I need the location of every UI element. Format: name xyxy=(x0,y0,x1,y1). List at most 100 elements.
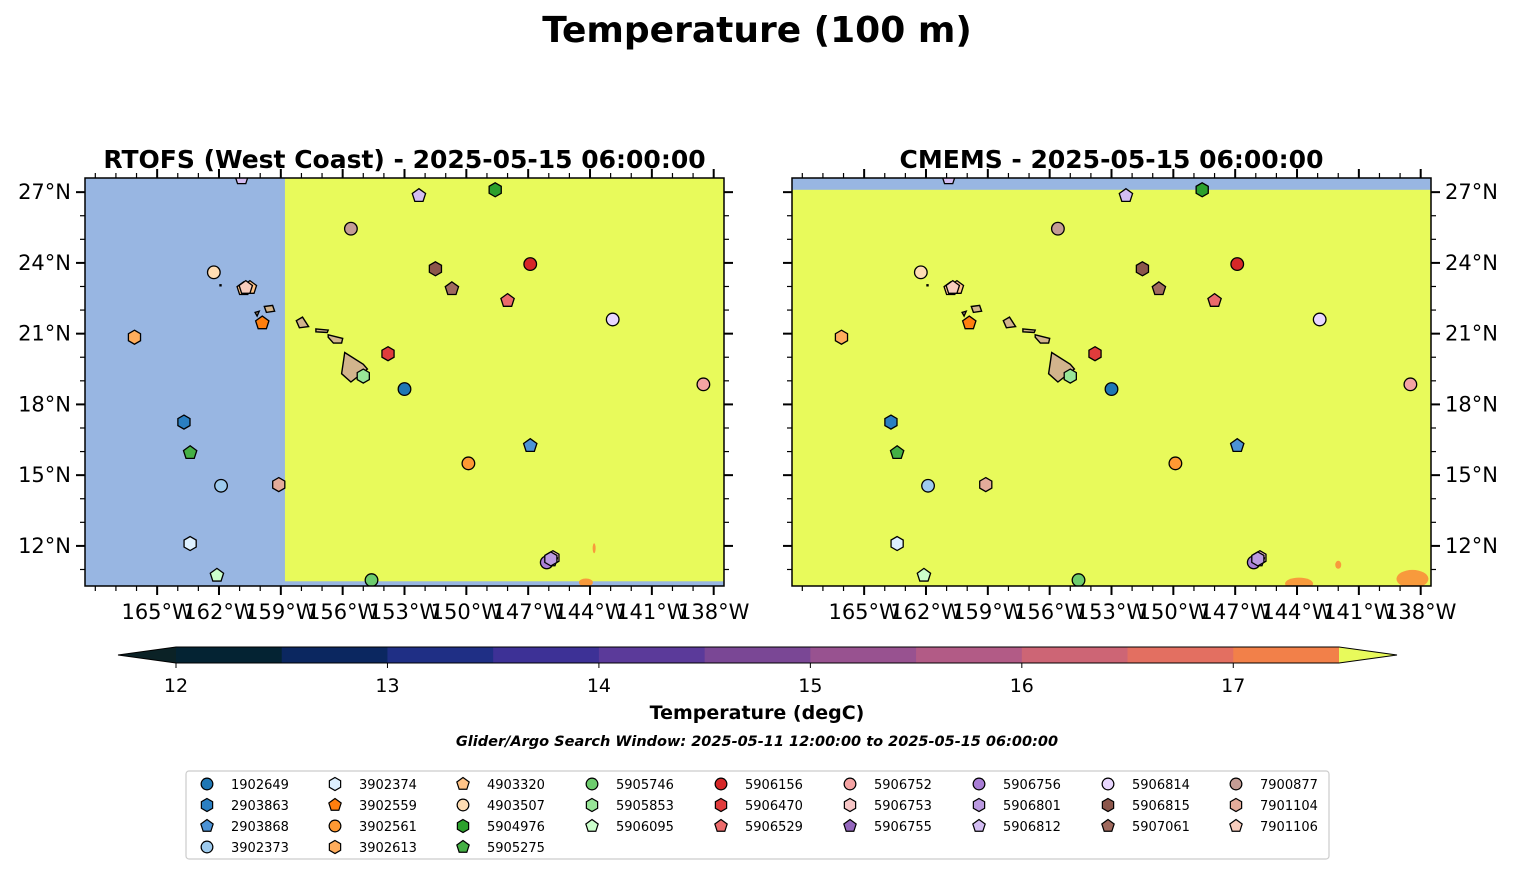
float-marker-1902649 xyxy=(1104,382,1119,397)
warm-patch xyxy=(1285,577,1314,586)
legend-marker-5906815 xyxy=(1101,797,1115,813)
colorbar-segment xyxy=(1021,647,1129,663)
float-marker-5906814 xyxy=(605,312,620,327)
float-marker-5906815 xyxy=(1135,261,1150,277)
legend-label: 5904976 xyxy=(487,820,545,835)
colorbar-segment xyxy=(387,647,494,663)
legend-entry: 5905746 xyxy=(585,777,674,793)
legend-label: 3902613 xyxy=(359,841,417,856)
rtofs-map-panel: RTOFS (West Coast) - 2025-05-15 06:00:00… xyxy=(18,145,750,624)
island-maui xyxy=(327,333,344,344)
legend-entry: 1902649 xyxy=(200,777,289,793)
float-marker-5905746 xyxy=(364,573,379,586)
legend-marker-5904976 xyxy=(456,818,470,834)
x-tick-label: 147°W xyxy=(492,600,564,624)
colorbar-tick-label: 14 xyxy=(587,675,611,697)
colorbar-segment xyxy=(1233,647,1340,663)
float-marker-5906814 xyxy=(1312,312,1327,327)
legend-marker-3902374 xyxy=(328,776,342,792)
y-tick-label: 21°N xyxy=(18,322,71,346)
float-marker-5905853 xyxy=(1063,368,1077,384)
island-oahu xyxy=(295,316,310,329)
x-tick-label: 141°W xyxy=(1323,600,1395,624)
legend-marker-5906470 xyxy=(714,797,728,813)
legend-entry: 5906095 xyxy=(585,818,674,835)
float-marker-5906529 xyxy=(1207,292,1222,307)
legend-marker-5906095 xyxy=(585,818,599,832)
float-marker-3902559 xyxy=(254,315,270,330)
float-marker-5906752 xyxy=(696,377,711,392)
legend-entry: 4903320 xyxy=(456,776,545,793)
colorbar-outline xyxy=(117,646,1398,664)
legend-entry: 5906812 xyxy=(972,818,1061,835)
float-marker-3902374 xyxy=(890,535,904,552)
float-marker-3902373 xyxy=(921,478,935,493)
float-marker-2903863 xyxy=(884,414,898,430)
y-tick-label: 15°N xyxy=(18,463,71,487)
legend-entry: 2903863 xyxy=(200,797,289,814)
legend-marker-3902373 xyxy=(200,840,214,854)
legend-marker-2903868 xyxy=(200,818,214,832)
colorbar-tick-label: 12 xyxy=(164,675,188,697)
legend-marker-7901106 xyxy=(1229,818,1243,832)
colorbar-tick-label: 16 xyxy=(1010,675,1034,697)
island-oahu xyxy=(1002,316,1017,329)
legend-entry: 5906470 xyxy=(714,797,803,814)
colorbar-segment xyxy=(1127,647,1234,663)
y-tick-label: 18°N xyxy=(1445,392,1498,416)
y-tick-label: 27°N xyxy=(18,180,71,204)
legend-label: 5906529 xyxy=(745,820,803,835)
legend-entry: 5906755 xyxy=(843,818,932,835)
float-marker-7901106 xyxy=(238,279,254,294)
legend-entry: 5905853 xyxy=(585,797,674,814)
legend-marker-5906752 xyxy=(843,777,857,791)
legend-marker-5906756 xyxy=(972,777,986,791)
legend-label: 5906801 xyxy=(1003,799,1061,814)
rtofs-temperature-field xyxy=(85,178,724,586)
legend-entry: 5906156 xyxy=(714,777,803,793)
legend-label: 5906756 xyxy=(1003,778,1061,793)
float-marker-3902374 xyxy=(183,535,197,552)
legend-marker-5906156 xyxy=(714,777,728,791)
float-marker-5906470 xyxy=(1088,345,1102,362)
legend-label: 5905853 xyxy=(616,799,674,814)
legend-label: 3902373 xyxy=(231,841,289,856)
float-marker-2903868 xyxy=(522,437,538,452)
warm-patch xyxy=(592,543,596,554)
y-tick-label: 24°N xyxy=(1445,251,1498,275)
legend-label: 1902649 xyxy=(231,778,289,793)
legend-marker-4903320 xyxy=(456,776,470,790)
legend-label: 5906815 xyxy=(1132,799,1190,814)
legend-entry: 2903868 xyxy=(200,818,289,835)
legend-marker-5906814 xyxy=(1101,777,1115,791)
x-tick-label: 156°W xyxy=(307,600,379,624)
y-tick-label: 12°N xyxy=(1445,534,1498,558)
colorbar-segment xyxy=(176,647,283,663)
x-tick-label: 156°W xyxy=(1014,600,1086,624)
y-tick-label: 12°N xyxy=(18,534,71,558)
x-tick-label: 144°W xyxy=(554,600,626,624)
legend-label: 3902559 xyxy=(359,799,417,814)
legend-entry: 3902374 xyxy=(328,776,417,793)
colorbar-segment xyxy=(493,647,600,663)
island-niihau xyxy=(254,310,261,318)
colorbar-segment xyxy=(281,647,388,663)
float-marker-3902613 xyxy=(834,329,849,345)
y-tick-label: 18°N xyxy=(18,392,71,416)
legend-entry: 3902373 xyxy=(200,840,289,856)
legend-entry: 5906815 xyxy=(1101,797,1190,814)
legend-label: 5906814 xyxy=(1132,778,1190,793)
x-tick-label: 150°W xyxy=(1138,600,1210,624)
colorbar-label: Temperature (degC) xyxy=(650,702,865,724)
legend-entry: 7901104 xyxy=(1229,797,1318,814)
float-marker-5907061 xyxy=(444,281,460,296)
float-marker-5905746 xyxy=(1071,573,1086,586)
y-tick-label: 27°N xyxy=(1445,180,1498,204)
legend-entry: 3902559 xyxy=(328,797,417,814)
legend-marker-5905853 xyxy=(585,797,599,813)
legend-label: 4903320 xyxy=(487,778,545,793)
legend-entry: 3902613 xyxy=(328,839,417,856)
float-marker-5906095 xyxy=(209,567,225,582)
island-hawaii xyxy=(1047,351,1076,383)
float-marker-5906752 xyxy=(1403,377,1418,392)
